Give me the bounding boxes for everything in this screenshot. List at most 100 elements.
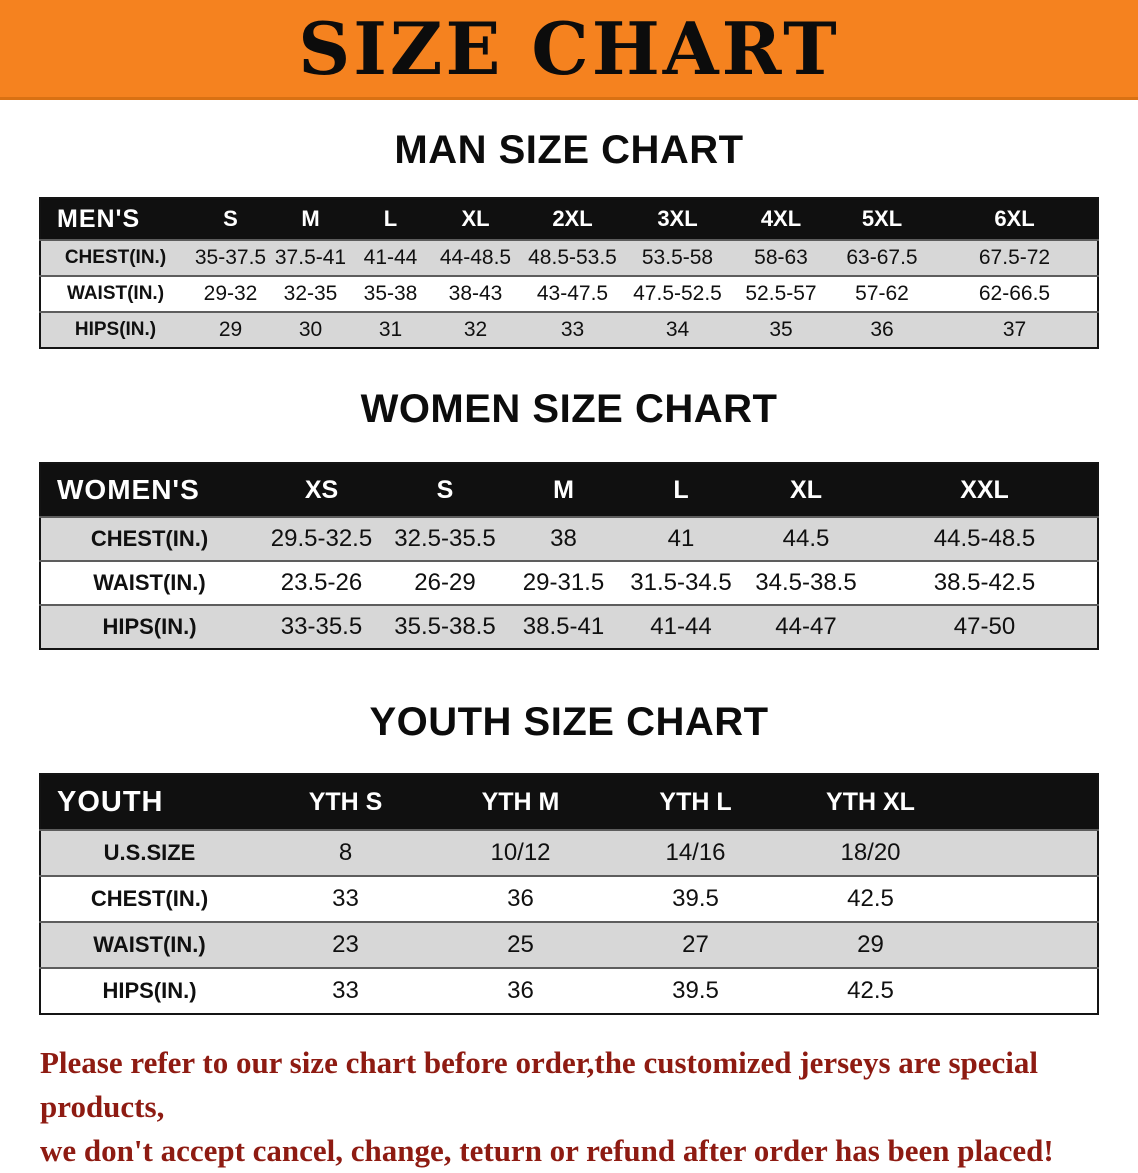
size-value-cell: 34: [665, 318, 690, 341]
table-row: HIPS(IN.) 29 30 31 32 33 34 35 36 37: [40, 312, 1098, 348]
size-value-cell: 57-62: [855, 282, 909, 305]
size-value-cell: 48.5-53.5: [528, 246, 617, 269]
size-value-cell: 31.5-34.5: [630, 569, 732, 596]
size-value-cell: 29.5-32.5: [270, 525, 373, 552]
size-value-cell: 8: [338, 839, 353, 866]
women-section-title: WOMEN SIZE CHART: [360, 387, 778, 431]
row-label: HIPS(IN.): [102, 978, 197, 1003]
filler-cell: [958, 968, 1098, 1014]
size-value-cell: 37: [1002, 318, 1027, 341]
row-label: WAIST(IN.): [93, 932, 206, 957]
size-value-cell: 44-48.5: [439, 246, 512, 269]
table-row: HIPS(IN.) 33-35.5 35.5-38.5 38.5-41 41-4…: [40, 605, 1098, 649]
size-value-cell: 47.5-52.5: [633, 282, 722, 305]
col-header: XXL: [872, 463, 1098, 517]
size-value-cell: 29-32: [203, 282, 258, 305]
youth-header-row: YOUTH YTH S YTH M YTH L YTH XL: [40, 774, 1098, 830]
size-value-cell: 39.5: [672, 885, 719, 912]
footer-notice: Please refer to our size chart before or…: [40, 1041, 1098, 1173]
col-header: YTH XL: [783, 774, 958, 830]
size-value-cell: 29-31.5: [522, 569, 605, 596]
size-value-cell: 33: [560, 318, 585, 341]
size-value-cell: 36: [870, 318, 894, 341]
size-value-cell: 58-63: [754, 246, 808, 269]
women-header-row: WOMEN'S XS S M L XL XXL: [40, 463, 1098, 517]
table-row: WAIST(IN.) 23.5-26 26-29 29-31.5 31.5-34…: [40, 561, 1098, 605]
size-value-cell: 44.5: [782, 525, 830, 552]
col-header: YTH M: [433, 774, 608, 830]
size-value-cell: 10/12: [490, 839, 551, 866]
size-value-cell: 41: [667, 525, 695, 552]
row-label: CHEST(IN.): [90, 886, 209, 911]
size-value-cell: 33-35.5: [280, 613, 363, 640]
men-section-title: MAN SIZE CHART: [394, 128, 744, 172]
header-filler-cell: [958, 774, 1098, 830]
size-value-cell: 23: [332, 931, 359, 958]
size-value-cell: 53.5-58: [641, 246, 714, 269]
size-value-cell: 35.5-38.5: [394, 613, 496, 640]
size-value-cell: 31: [378, 318, 403, 341]
page-title: SIZE CHART: [298, 6, 840, 91]
size-value-cell: 25: [507, 931, 534, 958]
col-header: YTH L: [608, 774, 783, 830]
table-row: WAIST(IN.) 29-32 32-35 35-38 38-43 43-47…: [40, 276, 1098, 312]
men-section: MAN SIZE CHART MEN'S S M L XL 2XL 3XL 4X…: [0, 128, 1138, 349]
filler-cell: [958, 922, 1098, 968]
size-value-cell: 38.5-41: [522, 613, 605, 640]
size-value-cell: 32.5-35.5: [394, 525, 496, 552]
size-value-cell: 44.5-48.5: [933, 525, 1036, 552]
notice-line-1: Please refer to our size chart before or…: [40, 1045, 1039, 1125]
size-value-cell: 38: [550, 525, 577, 552]
col-header: 6XL: [932, 198, 1098, 240]
size-value-cell: 67.5-72: [978, 246, 1051, 269]
size-value-cell: 29: [857, 931, 884, 958]
size-value-cell: 33: [332, 885, 359, 912]
women-section: WOMEN SIZE CHART WOMEN'S XS S M L XL XXL: [0, 387, 1138, 650]
row-label: HIPS(IN.): [74, 319, 157, 340]
size-value-cell: 42.5: [847, 885, 894, 912]
col-header: 2XL: [520, 198, 625, 240]
banner: SIZE CHART: [0, 0, 1138, 100]
col-header: L: [350, 198, 431, 240]
table-row: CHEST(IN.) 33 36 39.5 42.5: [40, 876, 1098, 922]
size-value-cell: 63-67.5: [846, 246, 918, 269]
row-label: U.S.SIZE: [103, 840, 196, 865]
col-header: XL: [431, 198, 520, 240]
col-header: S: [190, 198, 271, 240]
size-value-cell: 52.5-57: [745, 282, 817, 305]
youth-table-corner-label: YOUTH: [40, 774, 258, 830]
col-header: 3XL: [625, 198, 730, 240]
size-value-cell: 34.5-38.5: [755, 569, 857, 596]
size-value-cell: 35-38: [363, 282, 418, 305]
size-value-cell: 35: [769, 318, 793, 341]
col-header: M: [505, 463, 622, 517]
men-table-corner-label: MEN'S: [40, 198, 190, 240]
row-label: HIPS(IN.): [102, 614, 197, 639]
col-header: XS: [258, 463, 385, 517]
row-label: CHEST(IN.): [64, 247, 167, 268]
size-value-cell: 30: [298, 318, 323, 341]
youth-section: YOUTH SIZE CHART YOUTH YTH S YTH M YTH L…: [0, 700, 1138, 1015]
size-value-cell: 32-35: [283, 282, 338, 305]
col-header: XL: [740, 463, 872, 517]
size-value-cell: 23.5-26: [280, 569, 363, 596]
men-header-row: MEN'S S M L XL 2XL 3XL 4XL 5XL 6XL: [40, 198, 1098, 240]
col-header: 5XL: [832, 198, 932, 240]
youth-section-title: YOUTH SIZE CHART: [369, 700, 769, 744]
table-row: CHEST(IN.) 29.5-32.5 32.5-35.5 38 41 44.…: [40, 517, 1098, 561]
size-value-cell: 32: [463, 318, 488, 341]
size-value-cell: 36: [507, 885, 534, 912]
filler-cell: [958, 830, 1098, 876]
women-table-corner-label: WOMEN'S: [40, 463, 258, 517]
table-row: WAIST(IN.) 23 25 27 29: [40, 922, 1098, 968]
size-value-cell: 42.5: [847, 977, 894, 1004]
table-row: HIPS(IN.) 33 36 39.5 42.5: [40, 968, 1098, 1014]
size-value-cell: 26-29: [414, 569, 476, 596]
women-size-table: WOMEN'S XS S M L XL XXL CHEST(IN.) 29.5-…: [39, 462, 1099, 650]
size-value-cell: 29: [218, 318, 243, 341]
table-row: CHEST(IN.) 35-37.5 37.5-41 41-44 44-48.5…: [40, 240, 1098, 276]
col-header: M: [271, 198, 350, 240]
size-value-cell: 38-43: [448, 282, 503, 305]
size-value-cell: 62-66.5: [978, 282, 1051, 305]
